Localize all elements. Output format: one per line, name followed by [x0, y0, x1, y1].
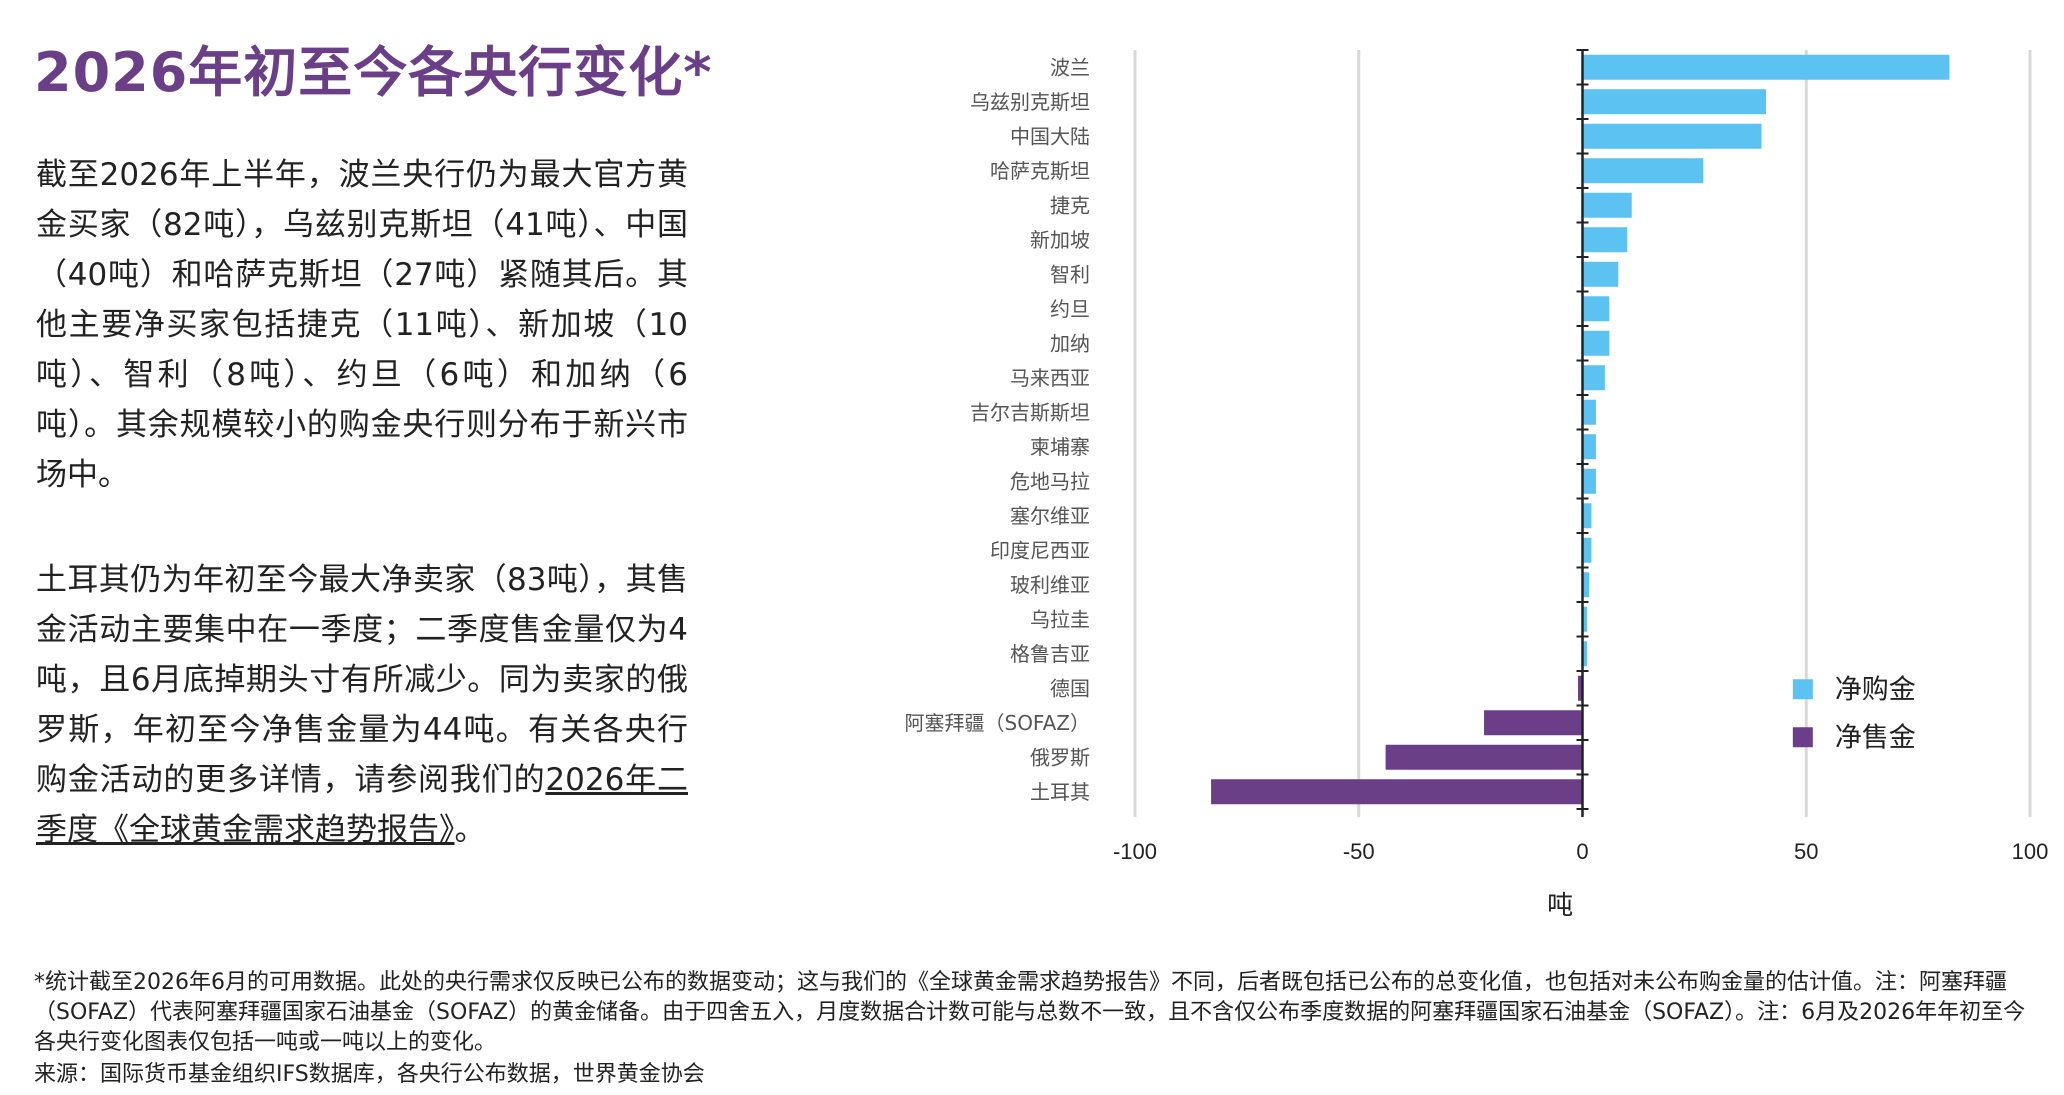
bar: [1582, 89, 1766, 115]
bar: [1484, 710, 1583, 736]
bar: [1582, 606, 1587, 632]
bar: [1582, 399, 1596, 425]
legend-label: 净购金: [1835, 674, 1916, 705]
bar: [1582, 537, 1592, 563]
category-label: 玻利维亚: [1010, 573, 1090, 597]
category-label: 乌兹别克斯坦: [970, 90, 1090, 114]
x-tick-label: -100: [1113, 839, 1157, 864]
category-label: 马来西亚: [1010, 366, 1090, 390]
central-bank-bar-chart: -100 -50 0 50 100 波兰乌兹别克斯坦中国大陆哈萨克斯坦捷克新加坡智利约旦加…: [905, 49, 2049, 920]
seller-paragraph-end: 。: [454, 812, 486, 848]
category-label: 格鲁吉亚: [1010, 642, 1090, 666]
intro-paragraph: 截至2026年上半年，波兰央行仍为最大官方黄金买家（82吨），乌兹别克斯坦（41…: [36, 157, 688, 493]
seller-paragraph: 土耳其仍为年初至今最大净卖家（83吨），其售金活动主要集中在一季度；二季度售金量…: [36, 555, 688, 855]
page-title: 2026年初至今各央行变化*: [34, 41, 713, 104]
bar: [1211, 779, 1583, 805]
legend-swatch: [1792, 679, 1813, 700]
category-label: 印度尼西亚: [990, 538, 1090, 562]
category-label: 中国大陆: [1010, 124, 1090, 148]
report-link[interactable]: 2026年二季度《全球黄金需求趋势报告》: [36, 762, 688, 848]
legend-label: 净售金: [1835, 722, 1916, 753]
source-note: 来源：国际货币基金组织IFS数据库，各央行公布数据，世界黄金协会: [34, 1062, 705, 1087]
x-tick-label: 100: [2012, 839, 2049, 864]
category-label: 哈萨克斯坦: [990, 159, 1090, 183]
bar: [1582, 365, 1605, 391]
category-label: 捷克: [1050, 193, 1090, 217]
category-label: 吉尔吉斯斯坦: [970, 400, 1090, 424]
x-axis-label: 吨: [1547, 891, 1573, 920]
bar: [1578, 675, 1583, 701]
bar: [1582, 330, 1610, 356]
bar: [1582, 158, 1704, 184]
bar: [1582, 192, 1632, 218]
bar: [1582, 123, 1762, 149]
category-label: 俄罗斯: [1030, 745, 1090, 769]
footnote: *统计截至2026年6月的可用数据。此处的央行需求仅反映已公布的数据变动；这与我…: [34, 970, 2026, 1055]
bar: [1582, 54, 1950, 80]
x-tick-label: -50: [1343, 839, 1375, 864]
category-label: 加纳: [1050, 331, 1090, 355]
category-label: 约旦: [1050, 297, 1090, 321]
legend-swatch: [1792, 727, 1813, 748]
bar: [1385, 744, 1583, 770]
category-label: 波兰: [1050, 55, 1090, 79]
seller-paragraph-text: 土耳其仍为年初至今最大净卖家（83吨），其售金活动主要集中在一季度；二季度售金量…: [36, 562, 688, 798]
bar: [1582, 296, 1610, 322]
category-label: 危地马拉: [1010, 469, 1090, 493]
category-label: 新加坡: [1030, 228, 1090, 252]
category-label: 土耳其: [1030, 780, 1090, 804]
x-tick-label: 50: [1794, 839, 1818, 864]
bar: [1582, 641, 1587, 667]
category-label: 塞尔维亚: [1010, 504, 1090, 528]
category-label: 阿塞拜疆（SOFAZ）: [905, 711, 1091, 735]
category-label: 乌拉圭: [1030, 607, 1090, 631]
bar: [1582, 434, 1596, 460]
x-tick-label: 0: [1576, 839, 1588, 864]
bar: [1582, 227, 1628, 253]
category-label: 柬埔寨: [1030, 435, 1090, 459]
category-label: 智利: [1050, 262, 1090, 286]
bar: [1582, 503, 1592, 529]
bar: [1582, 468, 1596, 494]
category-label: 德国: [1050, 676, 1090, 700]
bar: [1582, 261, 1619, 287]
bar: [1582, 572, 1590, 598]
